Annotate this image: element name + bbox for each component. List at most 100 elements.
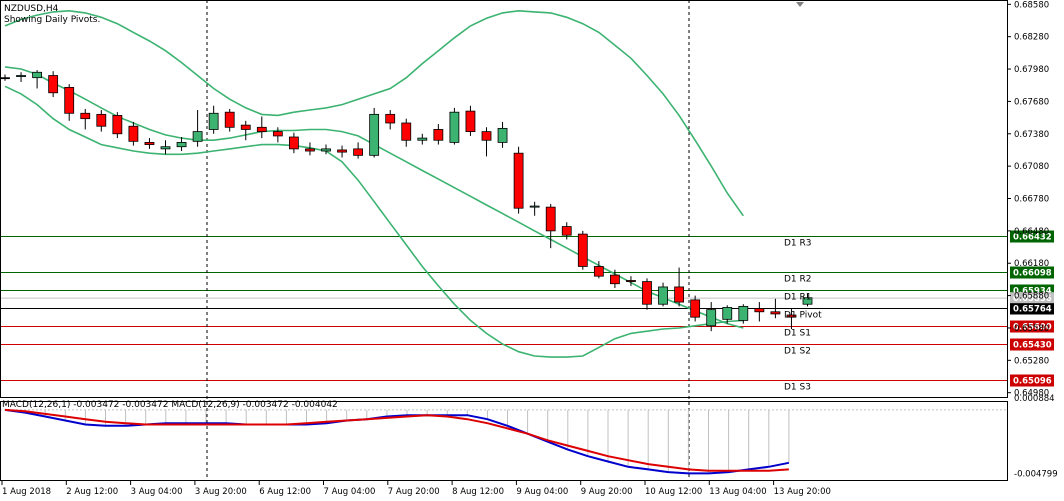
candle-body	[545, 206, 556, 232]
current-price-tag-label: 0.65856	[1013, 294, 1052, 304]
price-tick-label: 0.68280	[1014, 33, 1049, 43]
candle-body	[433, 129, 444, 141]
candle-body	[401, 122, 412, 141]
candle-body	[529, 205, 540, 208]
shift-marker-icon[interactable]	[796, 2, 804, 7]
candle-body	[513, 152, 524, 209]
candle-body	[80, 112, 91, 120]
candle-body	[690, 299, 701, 318]
candle-body	[192, 131, 203, 142]
candle-body	[738, 305, 749, 321]
candle-body	[224, 111, 235, 128]
candle	[626, 276, 636, 286]
time-tick-label: 9 Aug 04:00	[516, 487, 568, 497]
candle	[112, 112, 123, 139]
time-tick-label: 1 Aug 2018	[2, 487, 51, 497]
macd-tick-label: 0.000884	[1014, 394, 1055, 404]
price-tick-label: 0.65280	[1014, 356, 1049, 366]
candle-body	[240, 124, 251, 130]
candle-body	[112, 115, 123, 135]
candle	[610, 269, 620, 289]
pivot-price-tag	[1010, 374, 1054, 387]
macd-panel: 0.000884 -0.004799	[0, 394, 1058, 479]
candle-body	[577, 233, 588, 267]
candle	[353, 142, 364, 159]
price-tick-label: 0.67080	[1014, 162, 1049, 172]
macd-signal-line	[4, 408, 789, 472]
candle-body	[481, 131, 492, 141]
candle-body	[642, 281, 652, 305]
pivot-price-tag	[1010, 338, 1054, 351]
candle	[64, 84, 75, 121]
pivot-price-tag-label: 0.66098	[1013, 269, 1052, 279]
candle-body	[610, 274, 620, 285]
candle-body	[658, 286, 668, 305]
candle-body	[256, 126, 267, 133]
price-tick-label: 0.66780	[1014, 195, 1049, 205]
pivot-label: D1 S1	[784, 329, 811, 339]
candle	[224, 108, 235, 132]
candle	[513, 146, 524, 214]
pivot-price-tag	[1010, 302, 1054, 315]
candle-body	[369, 113, 380, 156]
candle	[433, 124, 444, 145]
axes: 0.68580 0.68280 0.67980 0.67680 0.67380 0.670…	[0, 0, 1049, 497]
bollinger-upper-line	[4, 9, 744, 217]
pivot-label: D1 R2	[784, 275, 812, 285]
candle-body	[128, 125, 139, 142]
candle-body	[353, 148, 364, 156]
candle-body	[16, 75, 26, 77]
pivot-label: D1 Pivot	[784, 311, 822, 321]
candle	[770, 298, 781, 319]
time-tick-label: 13 Aug 20:00	[774, 487, 831, 497]
macd-tick-label: -0.004799	[1014, 469, 1058, 479]
macd-plot-frame	[0, 401, 1008, 481]
candle-body	[465, 110, 476, 133]
candle-body	[770, 311, 781, 315]
pivot-labels: D1 R3 0.66432 D1 R2 0.66098 D1 R1 0.65934 D1 P…	[784, 230, 1054, 393]
candle	[272, 127, 283, 143]
price-tick-label: 0.66480	[1014, 227, 1049, 237]
candle-body	[32, 71, 42, 79]
candle-body	[176, 142, 187, 148]
candle	[16, 72, 26, 82]
candle	[465, 105, 476, 136]
candle-body	[561, 226, 572, 236]
pivot-label: D1 R3	[784, 239, 812, 249]
price-tick-label: 0.67680	[1014, 97, 1049, 107]
candle	[305, 142, 315, 156]
candle	[545, 203, 556, 249]
candle	[240, 120, 251, 141]
candle	[256, 116, 267, 139]
candle-body	[305, 148, 315, 152]
candle	[706, 302, 717, 332]
candle	[561, 222, 572, 240]
candle-body	[48, 75, 59, 94]
time-tick-label: 3 Aug 04:00	[131, 487, 183, 497]
candle	[96, 110, 107, 132]
pivot-price-tag-label: 0.65430	[1013, 341, 1052, 351]
price-tick-label: 0.65880	[1014, 292, 1049, 302]
candle-body	[208, 112, 219, 130]
candle-body	[64, 86, 75, 114]
price-tick-label: 0.68580	[1014, 0, 1049, 10]
candle	[481, 127, 492, 157]
candle-body	[722, 307, 733, 320]
time-tick-label: 10 Aug 12:00	[645, 487, 702, 497]
candle	[754, 302, 765, 322]
pivot-price-tag-label: 0.65096	[1013, 377, 1052, 387]
candle	[160, 140, 171, 155]
candle-body	[593, 266, 604, 277]
candle-body	[385, 113, 396, 124]
candle	[369, 107, 380, 158]
pivot-price-tag-label: 0.65764	[1013, 305, 1052, 315]
candles	[0, 70, 813, 332]
time-tick-label: 6 Aug 12:00	[259, 487, 311, 497]
time-tick-label: 13 Aug 04:00	[709, 487, 766, 497]
time-tick-label: 7 Aug 04:00	[324, 487, 376, 497]
chart-title: NZDUSD,H4	[4, 4, 59, 14]
candle	[176, 137, 187, 152]
candle	[674, 267, 684, 307]
pivot-price-tag-label: 0.66432	[1013, 233, 1052, 243]
